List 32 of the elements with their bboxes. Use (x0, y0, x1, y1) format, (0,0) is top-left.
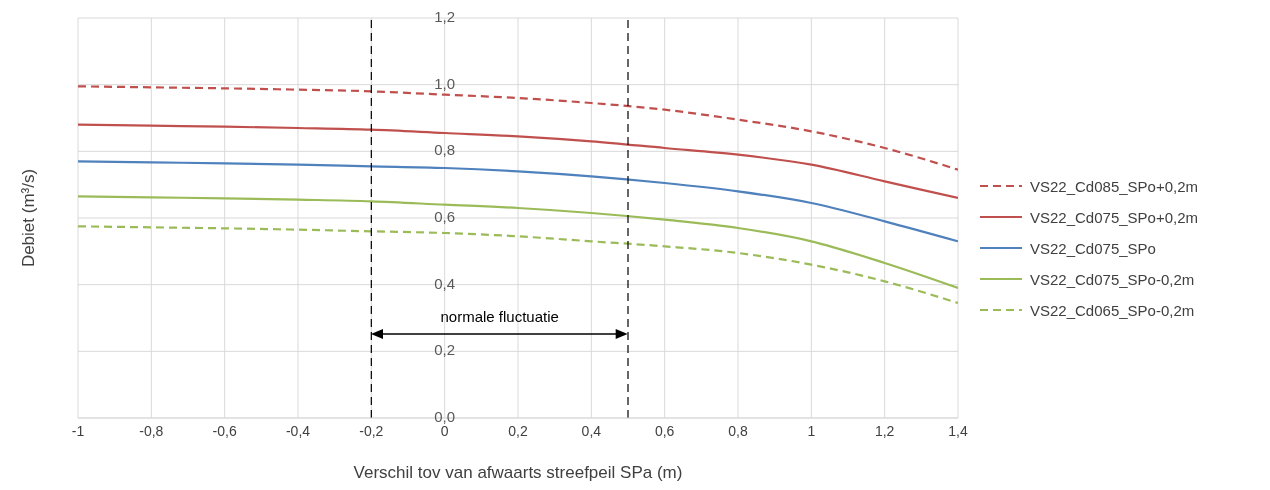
y-tick-label: 0,2 (434, 341, 456, 359)
y-tick-label: 0,4 (434, 274, 456, 292)
line-series (78, 160, 958, 243)
y-tick-label: 0,0 (434, 407, 456, 425)
x-tick-label: 1 (807, 422, 816, 439)
x-tick-label: 1,4 (948, 422, 968, 439)
legend-label: VS22_Cd065_SPo-0,2m (1030, 301, 1195, 319)
x-tick-label: -0,4 (285, 422, 311, 439)
legend-label: VS22_Cd075_SPo (1030, 239, 1156, 257)
y-tick-label: 1,0 (434, 74, 456, 92)
x-tick-label: -1 (71, 422, 85, 439)
legend-label: VS22_Cd085_SPo+0,2m (1030, 177, 1199, 195)
x-tick-label: 0,2 (508, 422, 528, 439)
line-series (78, 225, 958, 305)
x-tick-label: 0 (440, 422, 449, 439)
annotation: normale fluctuatie (439, 308, 560, 325)
x-tick-label: -0,8 (139, 422, 164, 439)
legend-label: VS22_Cd075_SPo+0,2m (1030, 208, 1199, 226)
y-axis-title: Debiet (m³/s) (19, 168, 39, 268)
x-tick-label: 0,4 (581, 422, 602, 439)
x-tick-label: 1,2 (874, 422, 895, 439)
x-tick-label: 0,6 (654, 422, 675, 439)
line-series (78, 195, 958, 290)
y-tick-label: 0,6 (434, 207, 456, 225)
x-tick-label: -0,6 (212, 422, 237, 439)
legend-label: VS22_Cd075_SPo-0,2m (1030, 270, 1195, 288)
line-series (78, 123, 958, 200)
y-tick-label: 1,2 (434, 7, 456, 25)
x-tick-label: -0,2 (359, 422, 384, 439)
y-tick-label: 0,8 (434, 141, 456, 159)
x-axis-title: Verschil tov van afwaarts streefpeil SPa (m) (353, 463, 683, 482)
x-tick-label: 0,8 (728, 422, 748, 439)
